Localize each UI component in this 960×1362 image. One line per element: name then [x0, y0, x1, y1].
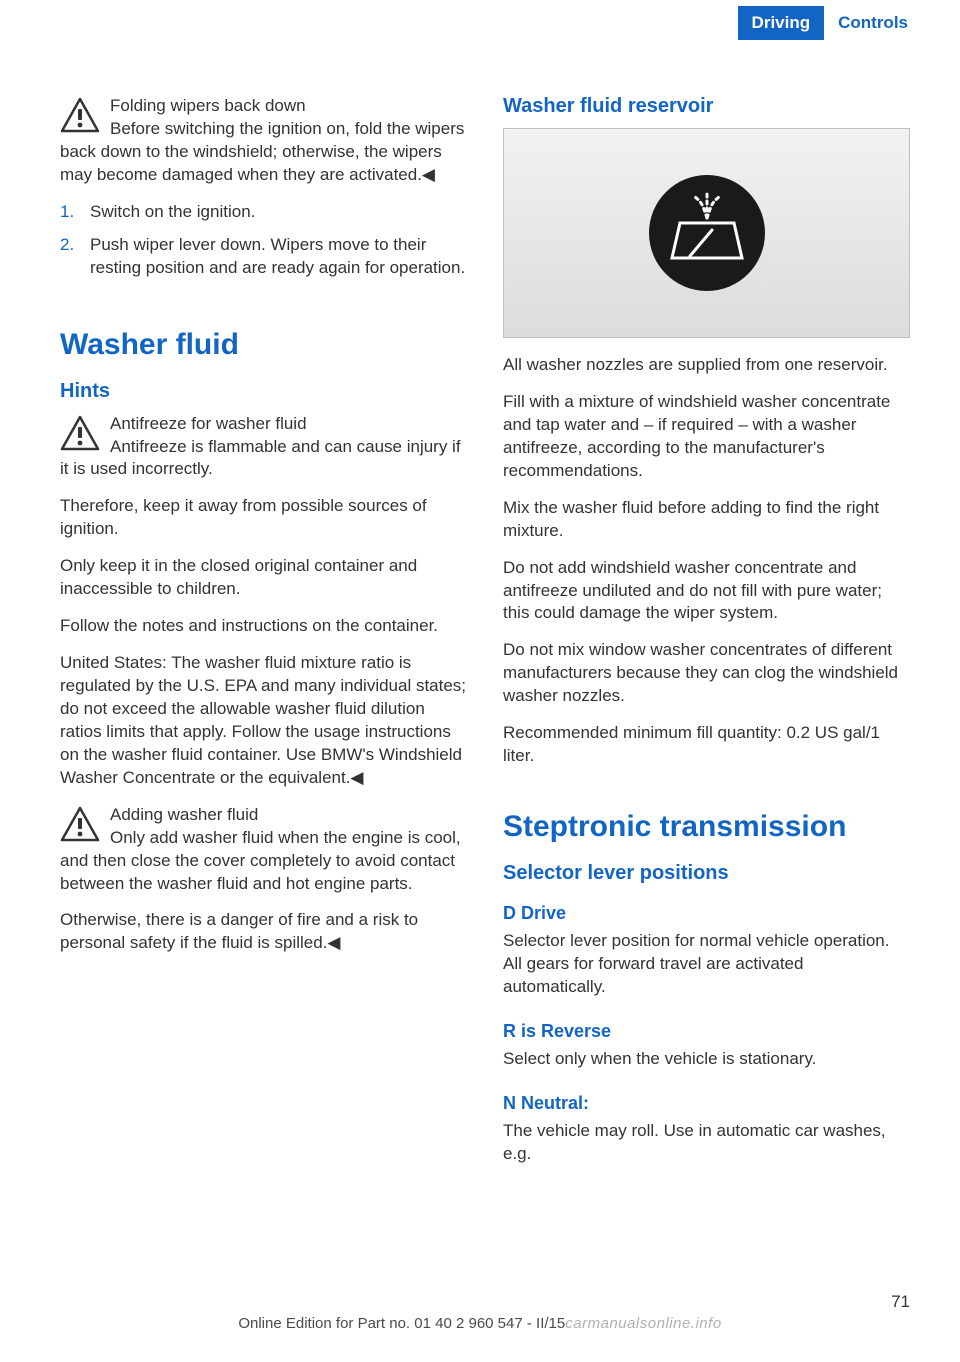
list-number: 2. [60, 234, 90, 280]
left-column: Folding wipers back down Before switchin… [60, 95, 467, 1180]
list-item: 2. Push wiper lever down. Wipers move to… [60, 234, 467, 280]
body-text: All washer nozzles are supplied from one… [503, 354, 910, 377]
list-text: Push wiper lever down. Wipers move to th… [90, 234, 467, 280]
content-columns: Folding wipers back down Before switchin… [60, 0, 910, 1180]
warning-title: Adding washer fluid [110, 805, 258, 824]
body-text: Select only when the vehicle is stationa… [503, 1048, 910, 1071]
body-text: The vehicle may roll. Use in automatic c… [503, 1120, 910, 1166]
reservoir-figure [503, 128, 910, 338]
body-text: United States: The washer fluid mixture … [60, 652, 467, 790]
warning-icon [60, 806, 100, 842]
warning-title: Folding wipers back down [110, 96, 306, 115]
body-text: Mix the washer fluid before adding to fi… [503, 497, 910, 543]
warning-body: Only add washer fluid when the engine is… [60, 828, 461, 893]
warning-adding-fluid: Adding washer fluid Only add washer flui… [60, 804, 467, 896]
body-text: Follow the notes and instructions on the… [60, 615, 467, 638]
heading-r-reverse: R is Reverse [503, 1021, 910, 1042]
body-text: Selector lever position for normal vehic… [503, 930, 910, 999]
body-text: Do not mix window washer concentrates of… [503, 639, 910, 708]
body-text: Only keep it in the closed original cont… [60, 555, 467, 601]
warning-icon [60, 97, 100, 133]
list-item: 1. Switch on the ignition. [60, 201, 467, 224]
warning-antifreeze: Antifreeze for washer fluid Antifreeze i… [60, 413, 467, 482]
list-number: 1. [60, 201, 90, 224]
heading-reservoir: Washer fluid reservoir [503, 95, 910, 118]
warning-body: Antifreeze is flammable and can cause in… [60, 437, 461, 479]
footer-line: Online Edition for Part no. 01 40 2 960 … [0, 1315, 960, 1332]
body-text: Therefore, keep it away from possible so… [60, 495, 467, 541]
heading-washer-fluid: Washer fluid [60, 328, 467, 362]
warning-body: Before switching the ignition on, fold t… [60, 119, 464, 184]
tab-driving: Driving [738, 6, 825, 40]
page-number: 71 [891, 1292, 910, 1312]
list-text: Switch on the ignition. [90, 201, 255, 224]
warning-title: Antifreeze for washer fluid [110, 414, 307, 433]
tab-controls: Controls [824, 6, 922, 40]
right-column: Washer fluid reservoir [503, 95, 910, 1180]
footer-edition-text: Online Edition for Part no. 01 40 2 960 … [238, 1315, 565, 1332]
body-text: Otherwise, there is a danger of fire and… [60, 909, 467, 955]
header-tabs: Driving Controls [738, 6, 922, 40]
page: Driving Controls Folding wipers back dow… [0, 0, 960, 1362]
heading-hints: Hints [60, 380, 467, 403]
warning-folding-wipers: Folding wipers back down Before switchin… [60, 95, 467, 187]
footer-watermark: carmanualsonline.info [565, 1315, 721, 1332]
washer-cap-icon [642, 168, 772, 298]
body-text: Do not add windshield washer concentrate… [503, 557, 910, 626]
heading-d-drive: D Drive [503, 903, 910, 924]
warning-icon [60, 415, 100, 451]
heading-n-neutral: N Neutral: [503, 1093, 910, 1114]
heading-selector-positions: Selector lever positions [503, 862, 910, 885]
body-text: Recommended minimum fill quantity: 0.2 U… [503, 722, 910, 768]
heading-steptronic: Steptronic transmission [503, 810, 910, 844]
steps-list: 1. Switch on the ignition. 2. Push wiper… [60, 201, 467, 290]
body-text: Fill with a mixture of windshield washer… [503, 391, 910, 483]
